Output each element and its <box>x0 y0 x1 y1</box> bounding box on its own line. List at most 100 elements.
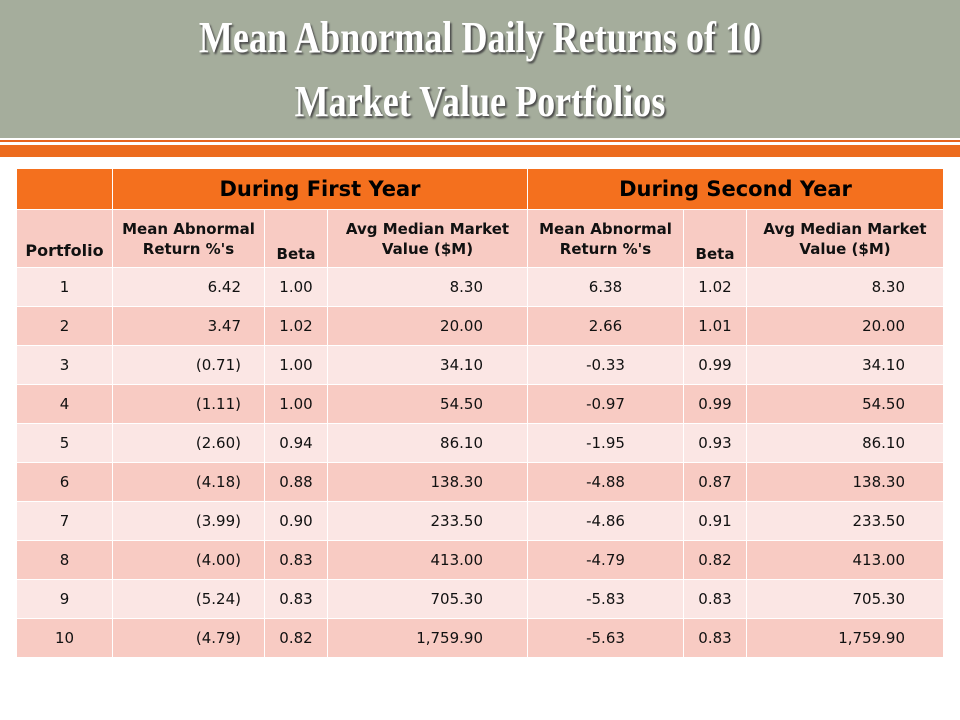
column-header-row: Portfolio Mean Abnormal Return %'s Beta A… <box>16 209 945 268</box>
cell-y2-beta: 0.83 <box>683 579 747 619</box>
cell-portfolio: 2 <box>16 306 113 346</box>
group-header-first-year: During First Year <box>112 168 528 210</box>
column-header-portfolio: Portfolio <box>16 209 113 268</box>
cell-y2-return: -4.79 <box>527 540 684 580</box>
cell-y1-beta: 0.90 <box>264 501 328 541</box>
table-row: 8 (4.00) 0.83 413.00 -4.79 0.82 413.00 <box>16 540 945 580</box>
column-header-y1-beta: Beta <box>264 209 328 268</box>
cell-y1-beta: 0.82 <box>264 618 328 658</box>
cell-y2-beta: 0.83 <box>683 618 747 658</box>
slide-title: Mean Abnormal Daily Returns of 10 Market… <box>86 6 873 134</box>
cell-y2-beta: 1.02 <box>683 267 747 307</box>
column-header-y2-value: Avg Median Market Value ($M) <box>745 209 945 268</box>
table-row: 7 (3.99) 0.90 233.50 -4.86 0.91 233.50 <box>16 501 945 541</box>
cell-y1-value: 233.50 <box>327 501 528 541</box>
cell-y1-return: (4.18) <box>112 462 265 502</box>
cell-y2-return: 2.66 <box>527 306 684 346</box>
group-header-second-year: During Second Year <box>526 168 945 210</box>
cell-y2-beta: 0.99 <box>683 345 747 385</box>
table-row: 4 (1.11) 1.00 54.50 -0.97 0.99 54.50 <box>16 384 945 424</box>
cell-y1-return: 6.42 <box>112 267 265 307</box>
cell-y1-return: (4.00) <box>112 540 265 580</box>
cell-portfolio: 1 <box>16 267 113 307</box>
slide-title-line1: Mean Abnormal Daily Returns of 10 <box>198 13 762 62</box>
cell-y1-beta: 1.00 <box>264 267 328 307</box>
cell-y1-return: 3.47 <box>112 306 265 346</box>
cell-y1-value: 138.30 <box>327 462 528 502</box>
column-header-y2-value-line1: Avg Median Market <box>763 219 927 238</box>
cell-portfolio: 4 <box>16 384 113 424</box>
cell-y2-beta: 0.87 <box>683 462 747 502</box>
cell-y2-return: 6.38 <box>527 267 684 307</box>
table-row: 9 (5.24) 0.83 705.30 -5.83 0.83 705.30 <box>16 579 945 619</box>
cell-y1-return: (0.71) <box>112 345 265 385</box>
cell-y1-beta: 1.00 <box>264 345 328 385</box>
cell-y1-beta: 0.94 <box>264 423 328 463</box>
cell-y2-value: 233.50 <box>745 501 945 541</box>
cell-y2-beta: 0.99 <box>683 384 747 424</box>
returns-table: During First Year During Second Year Por… <box>16 168 945 658</box>
cell-y2-beta: 0.91 <box>683 501 747 541</box>
column-header-y1-return: Mean Abnormal Return %'s <box>112 209 265 268</box>
cell-y1-beta: 1.02 <box>264 306 328 346</box>
cell-y1-value: 413.00 <box>327 540 528 580</box>
cell-y1-return: (5.24) <box>112 579 265 619</box>
cell-portfolio: 9 <box>16 579 113 619</box>
cell-y1-beta: 0.83 <box>264 579 328 619</box>
table-row: 10 (4.79) 0.82 1,759.90 -5.63 0.83 1,759.90 <box>16 618 945 658</box>
column-header-y1-value: Avg Median Market Value ($M) <box>327 209 528 268</box>
column-header-y1-return-line1: Mean Abnormal <box>122 219 255 238</box>
cell-y2-return: -1.95 <box>527 423 684 463</box>
cell-y1-return: (2.60) <box>112 423 265 463</box>
cell-y2-return: -5.83 <box>527 579 684 619</box>
cell-y2-return: -0.97 <box>527 384 684 424</box>
cell-y2-value: 54.50 <box>745 384 945 424</box>
cell-portfolio: 8 <box>16 540 113 580</box>
accent-line-thick <box>0 145 960 157</box>
cell-y1-return: (3.99) <box>112 501 265 541</box>
cell-y2-value: 34.10 <box>745 345 945 385</box>
cell-portfolio: 5 <box>16 423 113 463</box>
cell-y1-return: (4.79) <box>112 618 265 658</box>
cell-y2-value: 138.30 <box>745 462 945 502</box>
cell-y2-return: -0.33 <box>527 345 684 385</box>
cell-y2-beta: 0.93 <box>683 423 747 463</box>
cell-y1-value: 34.10 <box>327 345 528 385</box>
cell-y2-value: 413.00 <box>745 540 945 580</box>
cell-y2-beta: 0.82 <box>683 540 747 580</box>
cell-y1-value: 1,759.90 <box>327 618 528 658</box>
table-row: 3 (0.71) 1.00 34.10 -0.33 0.99 34.10 <box>16 345 945 385</box>
cell-y2-return: -5.63 <box>527 618 684 658</box>
table-row: 5 (2.60) 0.94 86.10 -1.95 0.93 86.10 <box>16 423 945 463</box>
cell-portfolio: 6 <box>16 462 113 502</box>
column-header-y2-return-line2: Return %'s <box>559 239 652 258</box>
group-header-row: During First Year During Second Year <box>16 168 945 210</box>
column-header-y2-value-line2: Value ($M) <box>799 239 891 258</box>
cell-portfolio: 10 <box>16 618 113 658</box>
cell-y1-value: 8.30 <box>327 267 528 307</box>
cell-y2-return: -4.86 <box>527 501 684 541</box>
cell-y2-beta: 1.01 <box>683 306 747 346</box>
table-body: 1 6.42 1.00 8.30 6.38 1.02 8.30 2 3.47 1.02 20.00 2… <box>16 267 945 658</box>
cell-y2-value: 20.00 <box>745 306 945 346</box>
table-row: 1 6.42 1.00 8.30 6.38 1.02 8.30 <box>16 267 945 307</box>
cell-y1-value: 705.30 <box>327 579 528 619</box>
cell-y2-value: 705.30 <box>745 579 945 619</box>
cell-y1-beta: 1.00 <box>264 384 328 424</box>
table-row: 2 3.47 1.02 20.00 2.66 1.01 20.00 <box>16 306 945 346</box>
column-header-y2-return-line1: Mean Abnormal <box>539 219 672 238</box>
cell-y1-value: 54.50 <box>327 384 528 424</box>
column-header-y2-return: Mean Abnormal Return %'s <box>527 209 684 268</box>
table-row: 6 (4.18) 0.88 138.30 -4.88 0.87 138.30 <box>16 462 945 502</box>
group-header-blank <box>16 168 113 210</box>
cell-y1-return: (1.11) <box>112 384 265 424</box>
cell-portfolio: 7 <box>16 501 113 541</box>
cell-y1-value: 20.00 <box>327 306 528 346</box>
cell-y1-beta: 0.88 <box>264 462 328 502</box>
title-bar <box>0 0 960 138</box>
cell-y2-value: 1,759.90 <box>745 618 945 658</box>
cell-y2-value: 86.10 <box>745 423 945 463</box>
column-header-y1-return-line2: Return %'s <box>142 239 235 258</box>
column-header-y1-value-line1: Avg Median Market <box>345 219 510 238</box>
cell-y1-beta: 0.83 <box>264 540 328 580</box>
